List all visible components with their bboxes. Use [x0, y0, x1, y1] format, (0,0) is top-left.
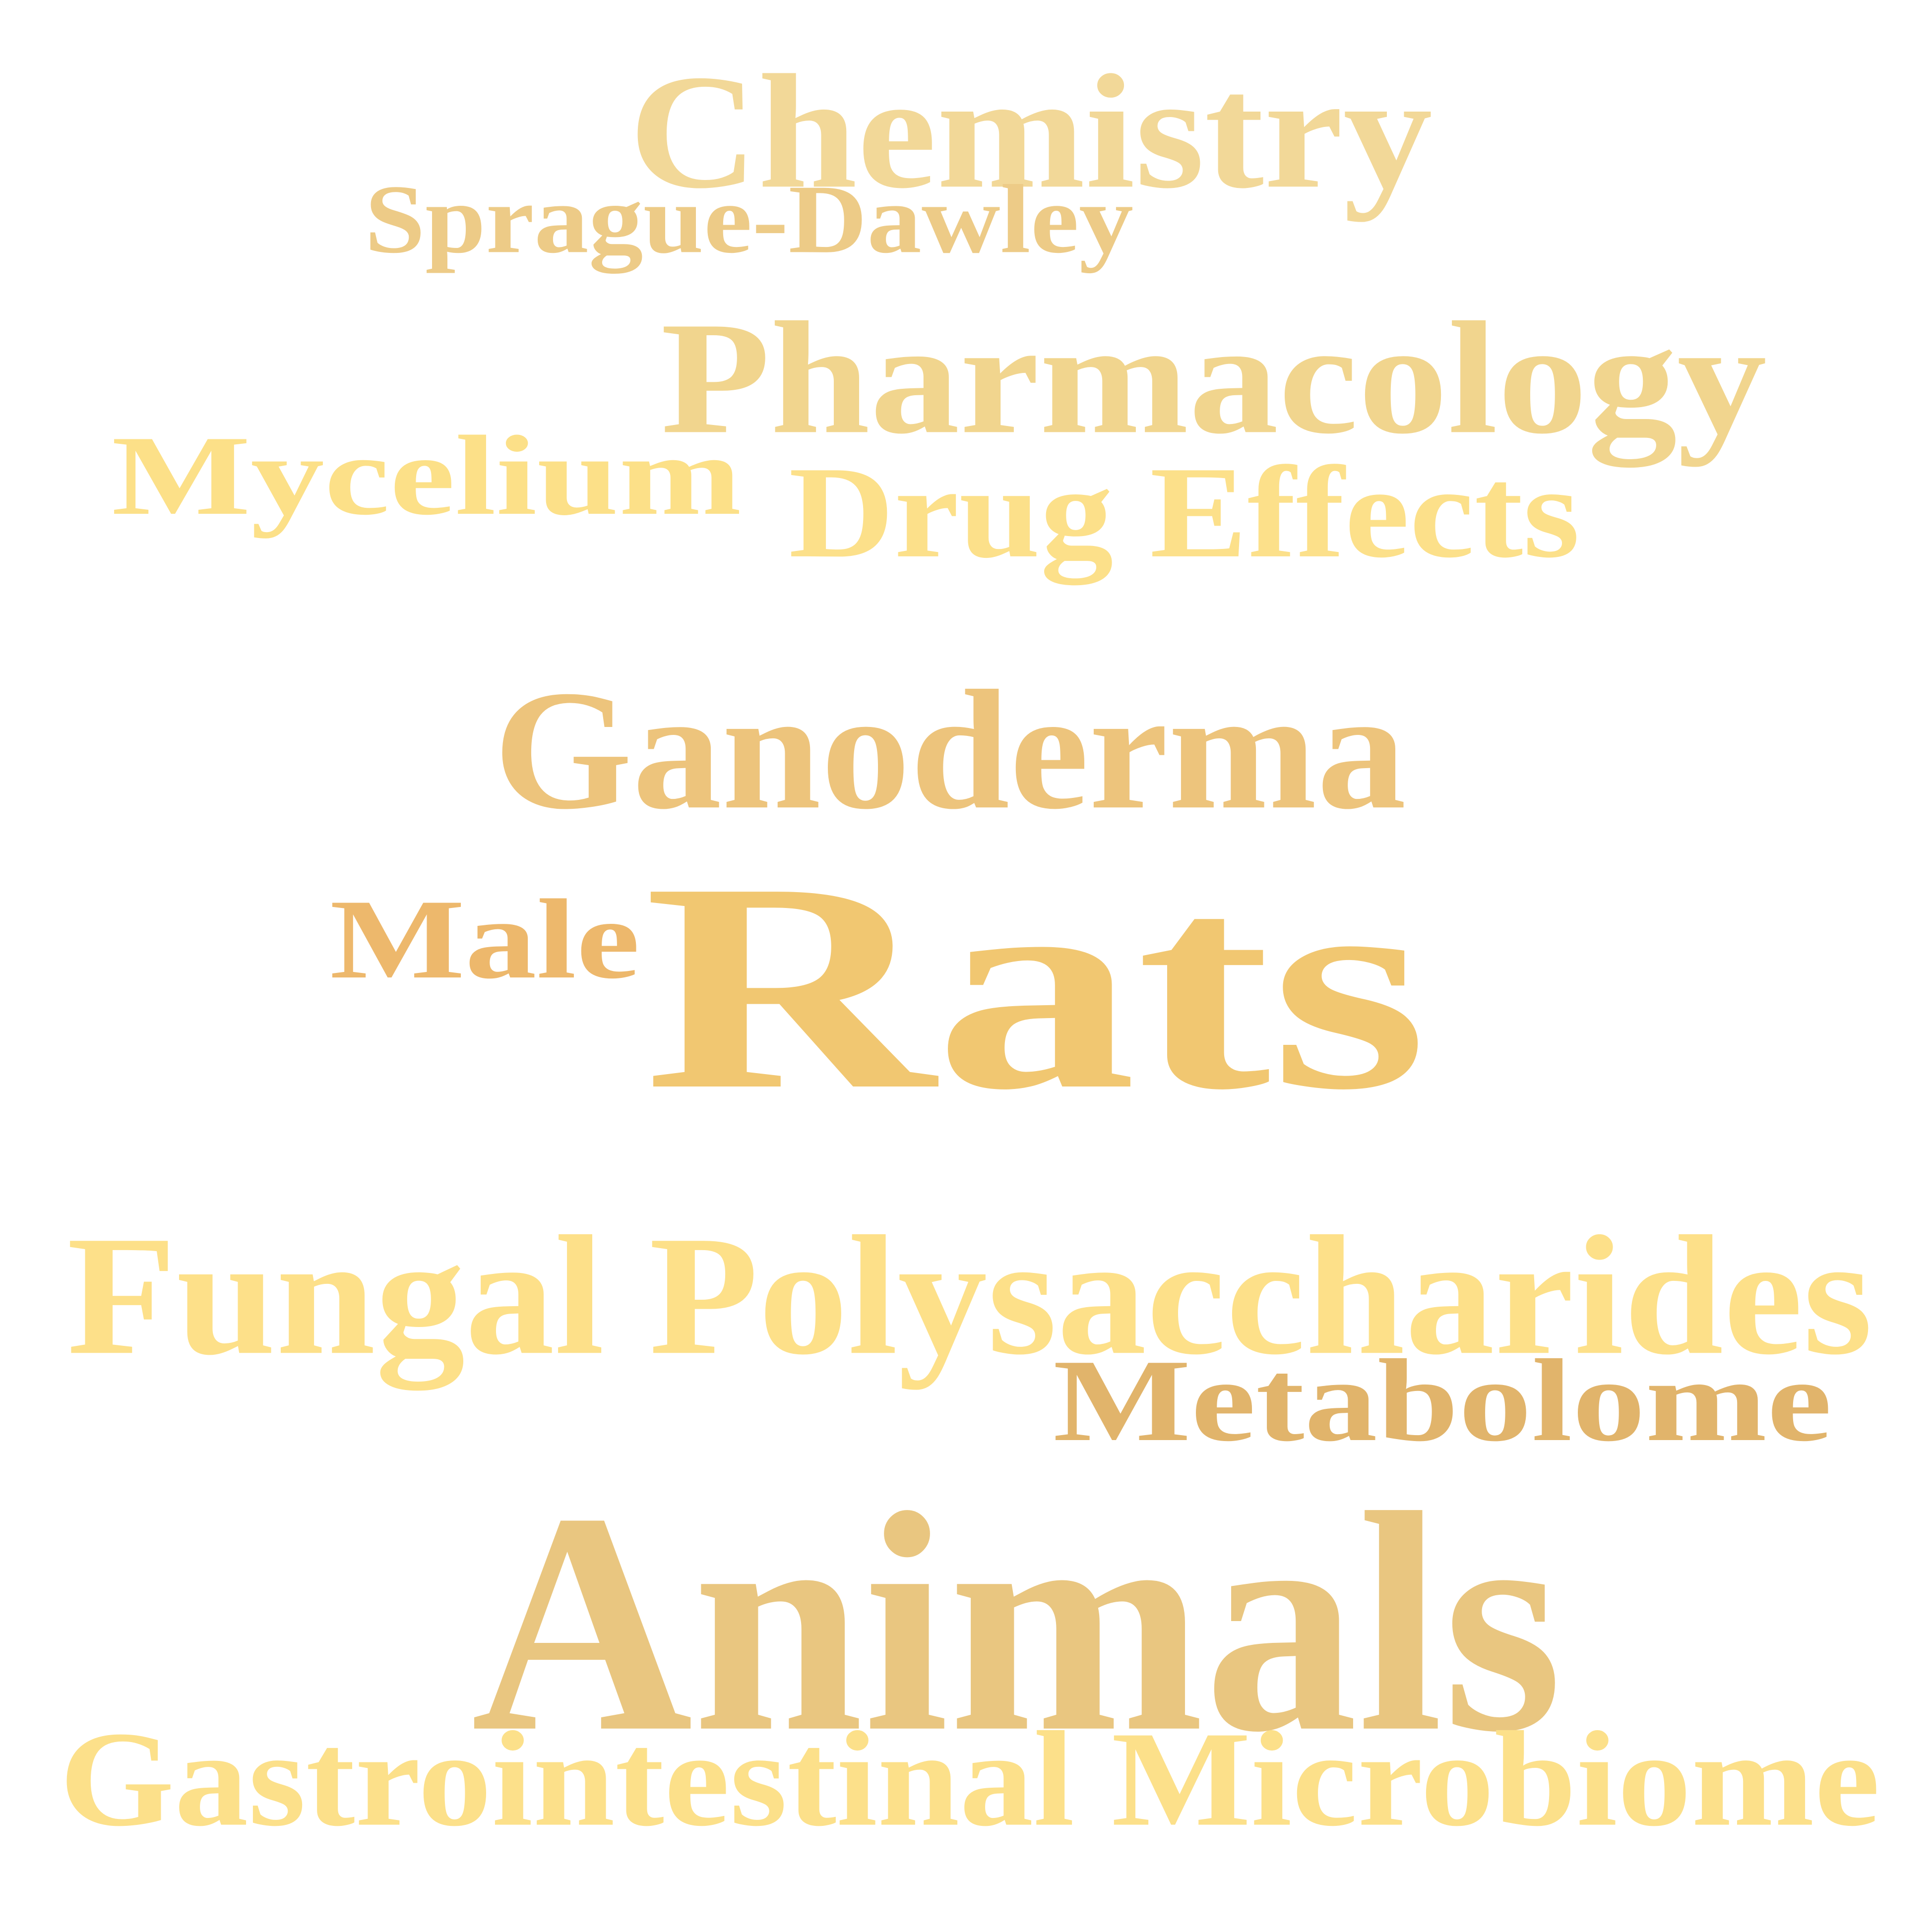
- word-animals: Animals: [471, 1449, 1562, 1797]
- word-chemistry: Chemistry: [629, 41, 1433, 222]
- word-mycelium: Mycelium: [112, 413, 742, 539]
- word-rats: Rats: [644, 822, 1428, 1151]
- word-pharmacology: Pharmacology: [661, 289, 1767, 467]
- word-ganoderma: Ganoderma: [494, 655, 1406, 845]
- word-gastrointestinal-microbiome: Gastrointestinal Microbiome: [60, 1703, 1880, 1855]
- word-drug-effects: Drug Effects: [789, 439, 1580, 585]
- word-fungal-polysaccharides: Fungal Polysaccharides: [67, 1201, 1873, 1390]
- word-sprague-dawley: Sprague-Dawley: [365, 164, 1134, 274]
- word-metabolome: Metabolome: [1053, 1335, 1832, 1466]
- word-male: Male: [330, 876, 640, 1003]
